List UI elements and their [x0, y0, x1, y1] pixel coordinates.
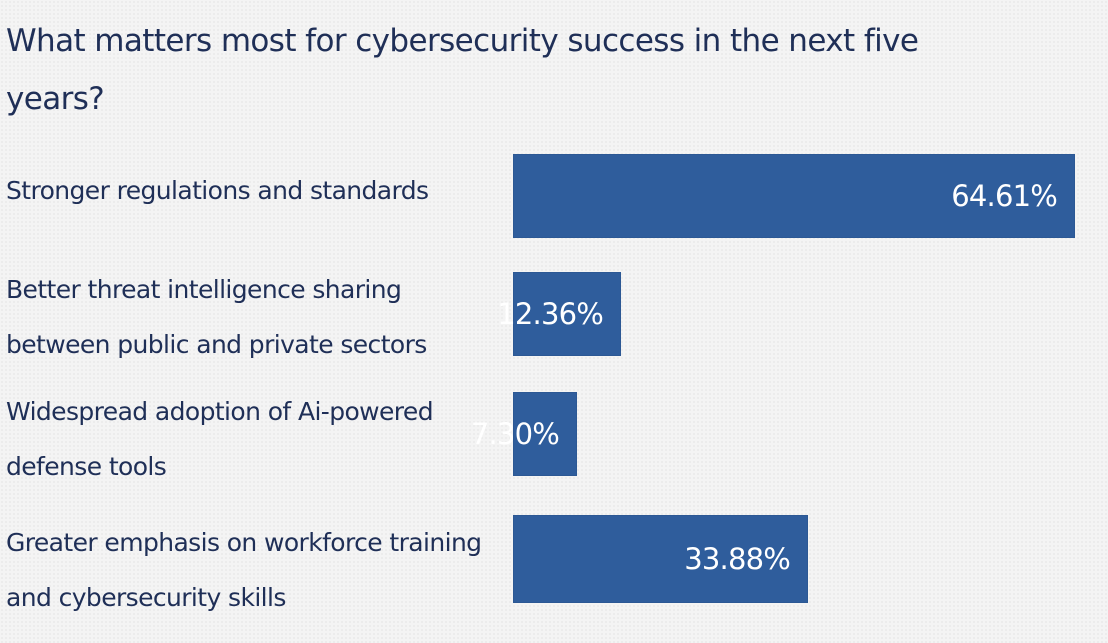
bar-category-label: Widespread adoption of Ai-powered defens…: [6, 397, 434, 481]
bar: 64.61%: [513, 154, 1075, 238]
bar-value-label: 7.30%: [470, 417, 560, 451]
bar: 33.88%: [513, 515, 808, 603]
chart-title: What matters most for cybersecurity succ…: [6, 23, 919, 117]
bar: 7.30%: [471, 392, 577, 476]
bar-category-label: Stronger regulations and standards: [6, 176, 429, 205]
bar-category-label: Greater emphasis on workforce training a…: [6, 528, 482, 612]
bar-value-label: 33.88%: [684, 542, 791, 576]
bar-category-label: Better threat intelligence sharing betwe…: [6, 275, 427, 359]
bar: 12.36%: [497, 272, 621, 356]
bar-value-label: 12.36%: [497, 297, 604, 331]
bar-value-label: 64.61%: [951, 179, 1058, 213]
